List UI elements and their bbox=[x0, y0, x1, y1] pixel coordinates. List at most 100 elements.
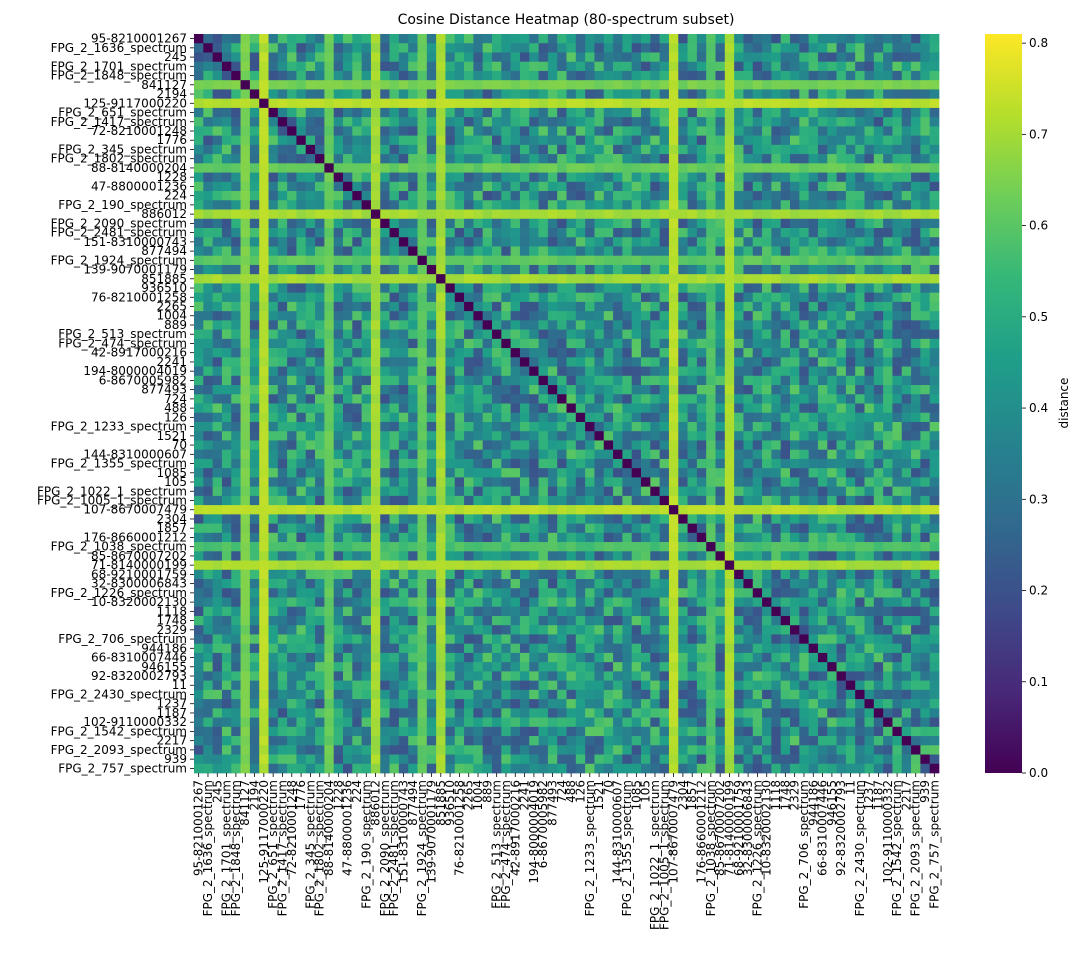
heatmap-cell bbox=[352, 551, 362, 561]
heatmap-cell bbox=[417, 495, 428, 506]
heatmap-cell bbox=[501, 505, 511, 515]
heatmap-cell bbox=[557, 505, 567, 515]
heatmap-cell bbox=[305, 421, 316, 432]
heatmap-cell bbox=[668, 385, 679, 395]
heatmap-cell bbox=[929, 191, 940, 201]
heatmap-cell bbox=[659, 385, 670, 395]
heatmap-cell bbox=[221, 135, 232, 146]
heatmap-cell bbox=[659, 320, 670, 330]
heatmap-cell bbox=[855, 412, 865, 423]
heatmap-cell bbox=[296, 421, 307, 432]
heatmap-cell bbox=[771, 80, 782, 90]
heatmap-cell bbox=[287, 52, 297, 63]
heatmap-cell bbox=[743, 403, 754, 414]
heatmap-cell bbox=[547, 597, 558, 608]
heatmap-cell bbox=[221, 61, 232, 72]
heatmap-cell bbox=[380, 135, 390, 146]
heatmap-cell bbox=[259, 43, 269, 53]
heatmap-cell bbox=[836, 292, 847, 303]
heatmap-cell bbox=[482, 209, 493, 220]
heatmap-cell bbox=[603, 181, 614, 192]
heatmap-cell bbox=[194, 597, 204, 608]
heatmap-cell bbox=[417, 292, 428, 303]
heatmap-cell bbox=[622, 274, 633, 284]
heatmap-cell bbox=[221, 154, 232, 164]
heatmap-cell bbox=[696, 486, 707, 497]
heatmap-cell bbox=[547, 200, 558, 210]
heatmap-cell bbox=[892, 107, 903, 118]
heatmap-cell bbox=[817, 80, 828, 90]
heatmap-cell bbox=[631, 505, 642, 515]
heatmap-cell bbox=[398, 403, 409, 414]
heatmap-cell bbox=[817, 394, 828, 404]
heatmap-cell bbox=[277, 348, 288, 358]
heatmap-cell bbox=[268, 569, 279, 580]
heatmap-cell bbox=[333, 560, 344, 571]
heatmap-cell bbox=[696, 421, 707, 432]
heatmap-cell bbox=[445, 375, 456, 386]
heatmap-cell bbox=[762, 458, 772, 469]
heatmap-cell bbox=[231, 107, 241, 118]
heatmap-cell bbox=[855, 542, 865, 552]
heatmap-cell bbox=[324, 107, 335, 118]
heatmap-cell bbox=[724, 357, 735, 367]
heatmap-cell bbox=[501, 532, 511, 543]
heatmap-cell bbox=[641, 495, 651, 506]
heatmap-cell bbox=[240, 311, 251, 321]
heatmap-cell bbox=[464, 98, 474, 109]
heatmap-cell bbox=[603, 292, 614, 303]
heatmap-cell bbox=[333, 394, 344, 404]
heatmap-cell bbox=[678, 135, 688, 146]
heatmap-cell bbox=[790, 505, 800, 515]
heatmap-cell bbox=[641, 292, 651, 303]
heatmap-cell bbox=[510, 135, 521, 146]
heatmap-cell bbox=[650, 34, 660, 44]
heatmap-cell bbox=[892, 569, 903, 580]
heatmap-cell bbox=[566, 43, 577, 53]
heatmap-cell bbox=[352, 154, 362, 164]
heatmap-cell bbox=[678, 532, 688, 543]
heatmap-cell bbox=[641, 191, 651, 201]
heatmap-cell bbox=[817, 532, 828, 543]
heatmap-cell bbox=[920, 274, 931, 284]
heatmap-cell bbox=[845, 70, 856, 81]
heatmap-cell bbox=[594, 579, 605, 589]
heatmap-cell bbox=[836, 172, 847, 183]
heatmap-cell bbox=[687, 329, 698, 340]
heatmap-cell bbox=[715, 329, 726, 340]
heatmap-cell bbox=[203, 117, 213, 127]
heatmap-cell bbox=[417, 505, 428, 515]
heatmap-cell bbox=[501, 329, 511, 340]
heatmap-cell bbox=[501, 588, 511, 598]
heatmap-cell bbox=[333, 366, 344, 377]
heatmap-cell bbox=[706, 495, 716, 506]
heatmap-cell bbox=[855, 246, 865, 257]
heatmap-cell bbox=[603, 144, 614, 155]
heatmap-cell bbox=[333, 579, 344, 589]
heatmap-cell bbox=[631, 551, 642, 561]
heatmap-cell bbox=[324, 385, 335, 395]
heatmap-cell bbox=[780, 292, 791, 303]
heatmap-cell bbox=[380, 597, 390, 608]
heatmap-cell bbox=[324, 495, 335, 506]
heatmap-cell bbox=[352, 255, 362, 266]
heatmap-cell bbox=[343, 144, 353, 155]
heatmap-cell bbox=[752, 505, 763, 515]
heatmap-cell bbox=[892, 163, 903, 173]
heatmap-cell bbox=[929, 34, 940, 44]
heatmap-cell bbox=[659, 458, 670, 469]
heatmap-cell bbox=[231, 505, 241, 515]
heatmap-cell bbox=[575, 237, 586, 247]
heatmap-cell bbox=[454, 237, 465, 247]
heatmap-cell bbox=[650, 144, 660, 155]
heatmap-cell bbox=[203, 191, 213, 201]
heatmap-cell bbox=[501, 144, 511, 155]
heatmap-cell bbox=[771, 154, 782, 164]
heatmap-cell bbox=[212, 255, 223, 266]
heatmap-cell bbox=[771, 311, 782, 321]
heatmap-cell bbox=[249, 551, 260, 561]
heatmap-cell bbox=[855, 237, 865, 247]
heatmap-cell bbox=[398, 255, 409, 266]
heatmap-cell bbox=[547, 292, 558, 303]
heatmap-cell bbox=[510, 449, 521, 460]
